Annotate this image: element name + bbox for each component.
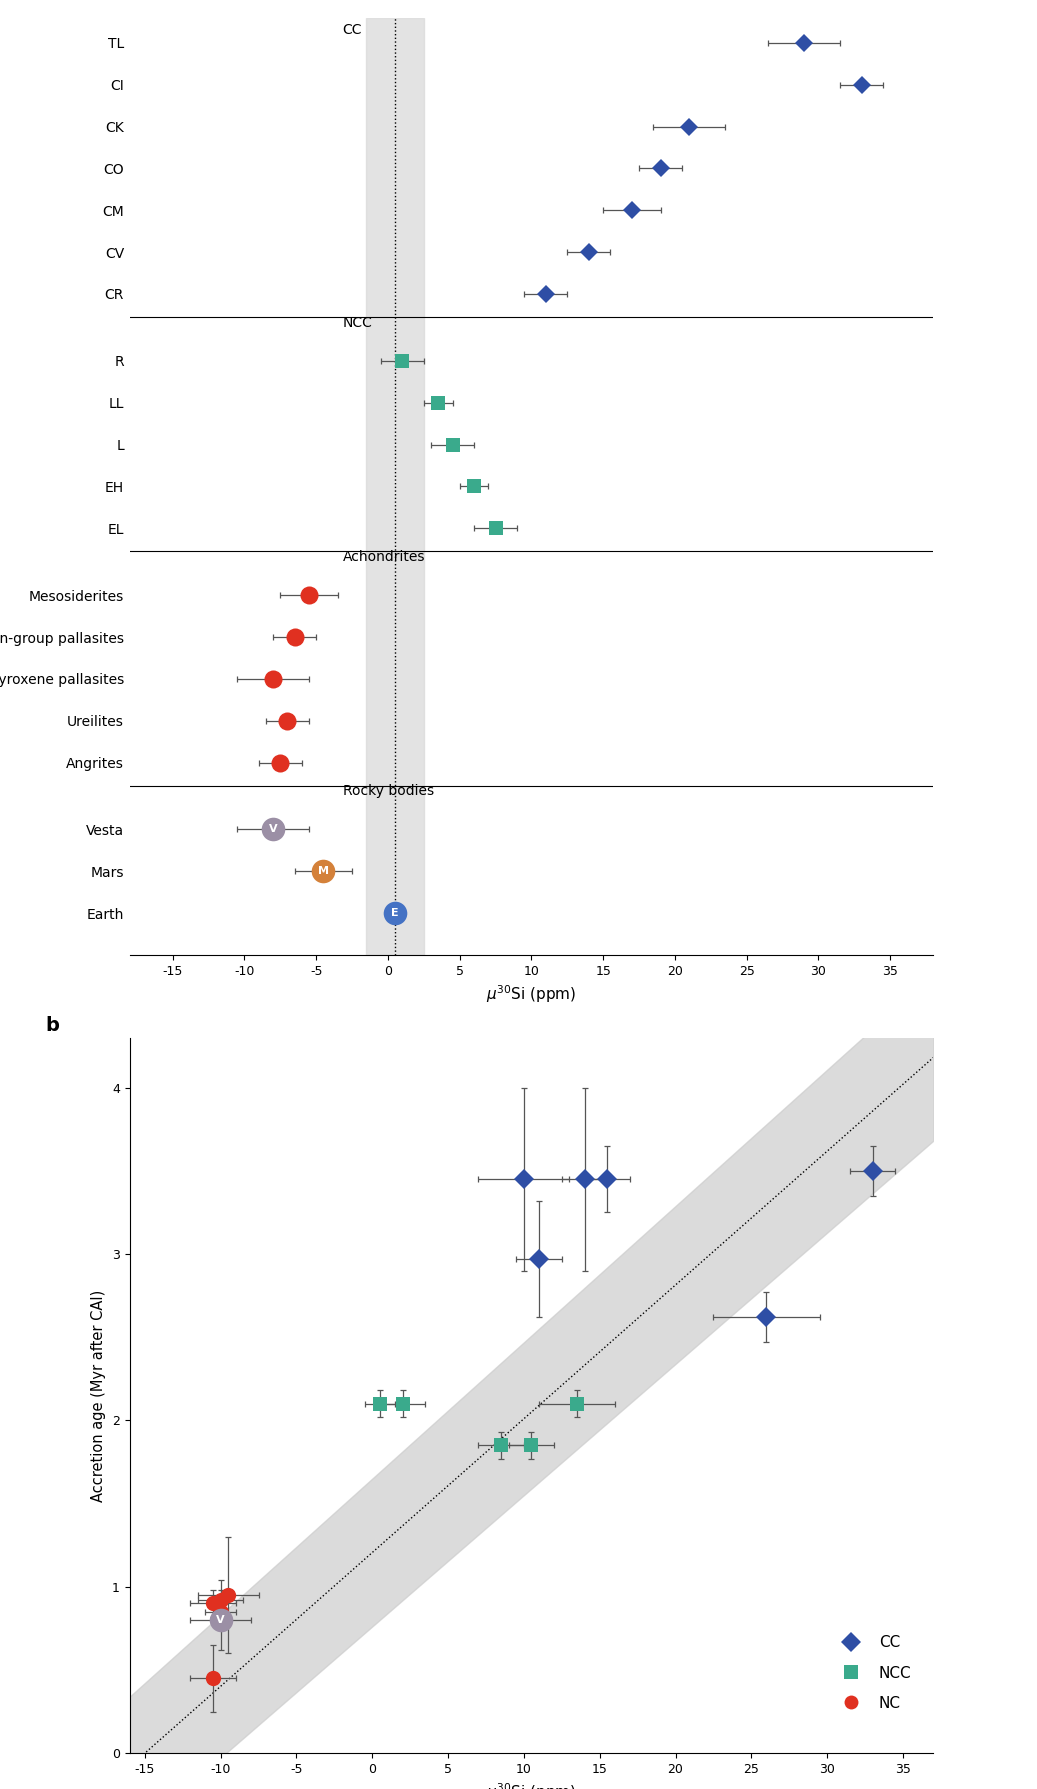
Y-axis label: Accretion age (Myr after CAI): Accretion age (Myr after CAI) xyxy=(91,1290,107,1501)
X-axis label: $\mu^{30}$Si (ppm): $\mu^{30}$Si (ppm) xyxy=(486,1782,577,1789)
Text: V: V xyxy=(269,825,278,834)
Legend: CC, NCC, NC: CC, NCC, NC xyxy=(830,1630,918,1717)
Text: Achondrites: Achondrites xyxy=(342,549,425,564)
Text: V: V xyxy=(217,1615,225,1624)
X-axis label: $\mu^{30}$Si (ppm): $\mu^{30}$Si (ppm) xyxy=(486,984,577,1005)
Text: E: E xyxy=(391,909,399,918)
Text: NCC: NCC xyxy=(342,315,372,329)
Text: b: b xyxy=(46,1016,59,1036)
Text: Rocky bodies: Rocky bodies xyxy=(342,784,433,798)
Bar xyxy=(366,18,424,955)
Text: CC: CC xyxy=(342,23,362,38)
Text: M: M xyxy=(318,866,329,877)
